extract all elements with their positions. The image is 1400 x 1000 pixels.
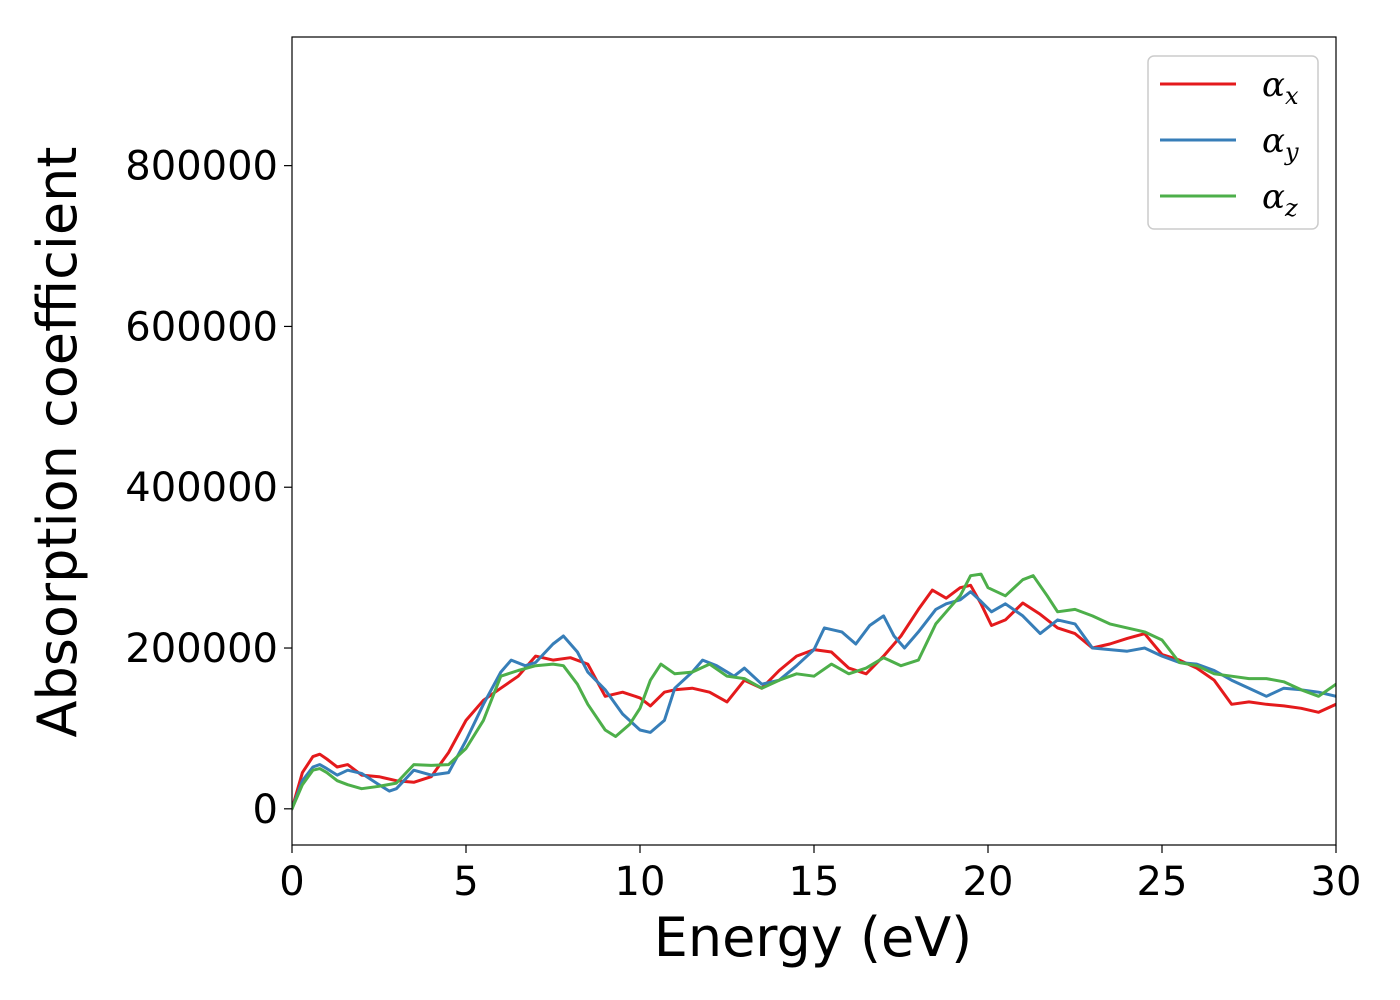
y-tick-label: 600000 (125, 304, 278, 350)
x-tick-label: 10 (615, 859, 666, 905)
legend-box (1147, 55, 1319, 230)
series-line-alpha-z (292, 572, 1336, 811)
axis-ticks: 0 5 10 15 20 25 30 0 200000 400000 600000 800000 (125, 144, 1361, 905)
x-tick-label: 30 (1311, 859, 1362, 905)
legend-label-alpha-x: αx (1262, 65, 1299, 110)
y-tick-label: 400000 (125, 465, 278, 511)
series-line-alpha-y (292, 590, 1336, 811)
series-lines (292, 572, 1336, 811)
y-axis-title: Absorption coefficient (26, 147, 89, 738)
x-axis-title: Energy (eV) (654, 906, 973, 969)
legend-label-alpha-y: αy (1262, 121, 1299, 166)
x-tick-label: 25 (1137, 859, 1188, 905)
y-tick-label: 200000 (125, 626, 278, 672)
x-tick-label: 5 (453, 859, 478, 905)
x-tick-label: 15 (789, 859, 840, 905)
x-tick-label: 0 (279, 859, 304, 905)
legend-label-alpha-z: αz (1262, 177, 1298, 222)
series-line-alpha-x (292, 583, 1336, 811)
y-tick-label: 0 (253, 787, 278, 833)
x-tick-label: 20 (963, 859, 1014, 905)
legend: αx αy αz (1147, 55, 1319, 230)
y-tick-label: 800000 (125, 144, 278, 190)
